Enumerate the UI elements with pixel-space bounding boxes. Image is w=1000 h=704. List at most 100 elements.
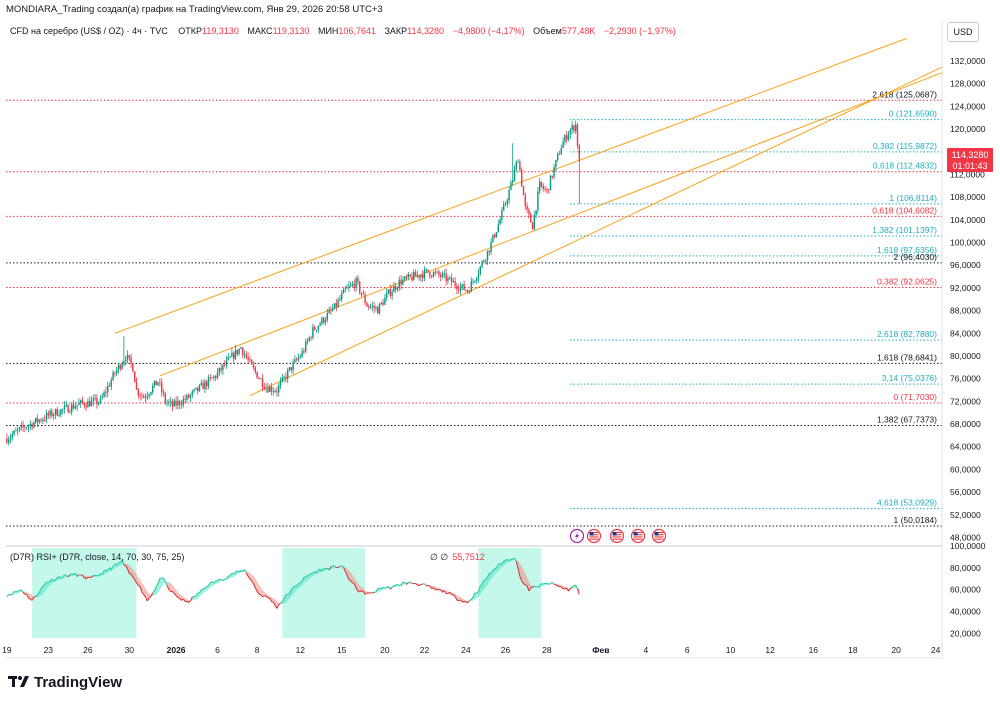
candle-body [207, 377, 210, 387]
rsi-line-segment [175, 595, 179, 598]
rsi-line-segment [355, 587, 359, 592]
rsi-line-segment [465, 601, 468, 604]
rsi-fill-segment [489, 572, 492, 582]
candle-body [389, 289, 392, 296]
rsi-panel[interactable]: 100,0000 80,0000 60,0000 40,0000 20,0000 [6, 541, 986, 638]
rsi-line-segment [42, 583, 46, 587]
time-tick-label: 23 [44, 645, 54, 655]
us-flag-icon[interactable] [609, 528, 625, 544]
symbol-label[interactable]: CFD на серебро (US$ / OZ) · 4ч · TVC [10, 26, 168, 36]
rsi-line-segment [20, 589, 24, 593]
candle-body [54, 409, 57, 415]
candle-body [169, 401, 172, 403]
candle-body [321, 317, 323, 324]
candle-body [306, 340, 309, 342]
rsi-line-segment [303, 576, 306, 578]
candle-body [184, 399, 186, 400]
candle-body [565, 135, 568, 140]
candle-body [180, 404, 183, 406]
rsi-line-segment [31, 597, 35, 601]
rsi-fill-segment [402, 582, 405, 586]
rsi-line-segment [526, 585, 530, 592]
candle-body [555, 159, 557, 168]
currency-button[interactable]: USD [947, 22, 979, 42]
rsi-line-segment [339, 565, 342, 567]
candle-body [447, 277, 449, 282]
rsi-line-segment [67, 574, 71, 578]
rsi-line-segment [141, 591, 145, 595]
rsi-line-segment [251, 580, 254, 585]
candle-body [67, 404, 69, 413]
rsi-fill-segment [284, 594, 286, 604]
rsi-overbought-zone [478, 548, 542, 638]
rsi-line-segment [202, 587, 206, 590]
candle-body [371, 306, 374, 307]
price-tick-label: 100,0000 [950, 238, 986, 248]
price-tick-label: 124,0000 [950, 101, 986, 111]
rsi-fill-segment [104, 570, 106, 575]
rsi-line-segment [157, 578, 161, 584]
candle-body [351, 283, 354, 285]
us-flag-icon[interactable] [630, 528, 646, 544]
rsi-title[interactable]: (D7R) RSI+ (D7R, close, 14, 70, 30, 75, … [10, 552, 185, 562]
rsi-line-segment [283, 594, 287, 599]
rsi-fill-segment [275, 599, 277, 609]
price-tick-label: 132,0000 [950, 56, 986, 66]
rsi-line-segment [523, 583, 526, 586]
candle-body [29, 423, 32, 426]
candle-body [537, 191, 539, 211]
rsi-line-segment [107, 567, 110, 571]
candle-body [375, 307, 377, 309]
rsi-fill-segment [113, 564, 115, 570]
candle-body [36, 417, 39, 423]
candle-body [290, 367, 293, 371]
candle-body [155, 380, 158, 386]
candle-body [497, 224, 500, 232]
candle-body [38, 419, 41, 423]
rsi-line-segment [492, 568, 495, 571]
time-axis[interactable]: 19 23 26 30 2026 6 8 12 15 20 22 24 26 28 Фев 4 6 10 12 16 1… [2, 645, 941, 655]
tradingview-logo[interactable]: TradingView [8, 674, 122, 692]
us-flag-icon[interactable] [651, 528, 667, 544]
rsi-line-segment [569, 586, 573, 590]
candle-body [461, 284, 464, 287]
rsi-line-segment [487, 572, 490, 578]
event-icons-layer[interactable] [569, 528, 667, 544]
rsi-line-segment [503, 559, 506, 562]
rsi-line-segment [192, 595, 195, 598]
rsi-line-segment [449, 592, 452, 595]
rsi-line-segment [168, 589, 172, 592]
candle-body [515, 162, 518, 170]
rsi-line-segment [84, 577, 87, 580]
channel-line-lower[interactable] [249, 66, 944, 397]
candle-body [344, 288, 347, 290]
candle-body [313, 327, 316, 330]
candle-body [508, 190, 510, 201]
rsi-fill-segment [357, 583, 360, 593]
rsi-line-segment [206, 585, 209, 588]
candle-body [268, 386, 271, 393]
candle-body [61, 409, 64, 410]
volume-label: Объем [533, 26, 562, 36]
rsi-line-segment [220, 579, 224, 581]
rsi-fill-segment [293, 586, 295, 595]
candle-body [195, 387, 197, 390]
candle-body [339, 298, 341, 301]
flag-canton [612, 532, 617, 536]
channel-line-middle[interactable] [159, 71, 944, 377]
rsi-line-segment [309, 573, 312, 576]
flag-canton [633, 532, 638, 536]
candle-body [238, 348, 240, 354]
us-flag-icon[interactable] [586, 528, 602, 544]
rsi-line-segment [238, 569, 242, 573]
rsi-fill-segment [505, 559, 508, 565]
rsi-fill-segment [527, 577, 529, 591]
candle-body [562, 141, 564, 148]
lightning-icon[interactable] [569, 528, 585, 544]
fib-level-label: 3,14 (75,0376) [882, 373, 937, 383]
candle-body [477, 273, 480, 279]
time-tick-label: 12 [765, 645, 775, 655]
rsi-line-segment [199, 589, 202, 594]
candle-body [353, 283, 356, 288]
